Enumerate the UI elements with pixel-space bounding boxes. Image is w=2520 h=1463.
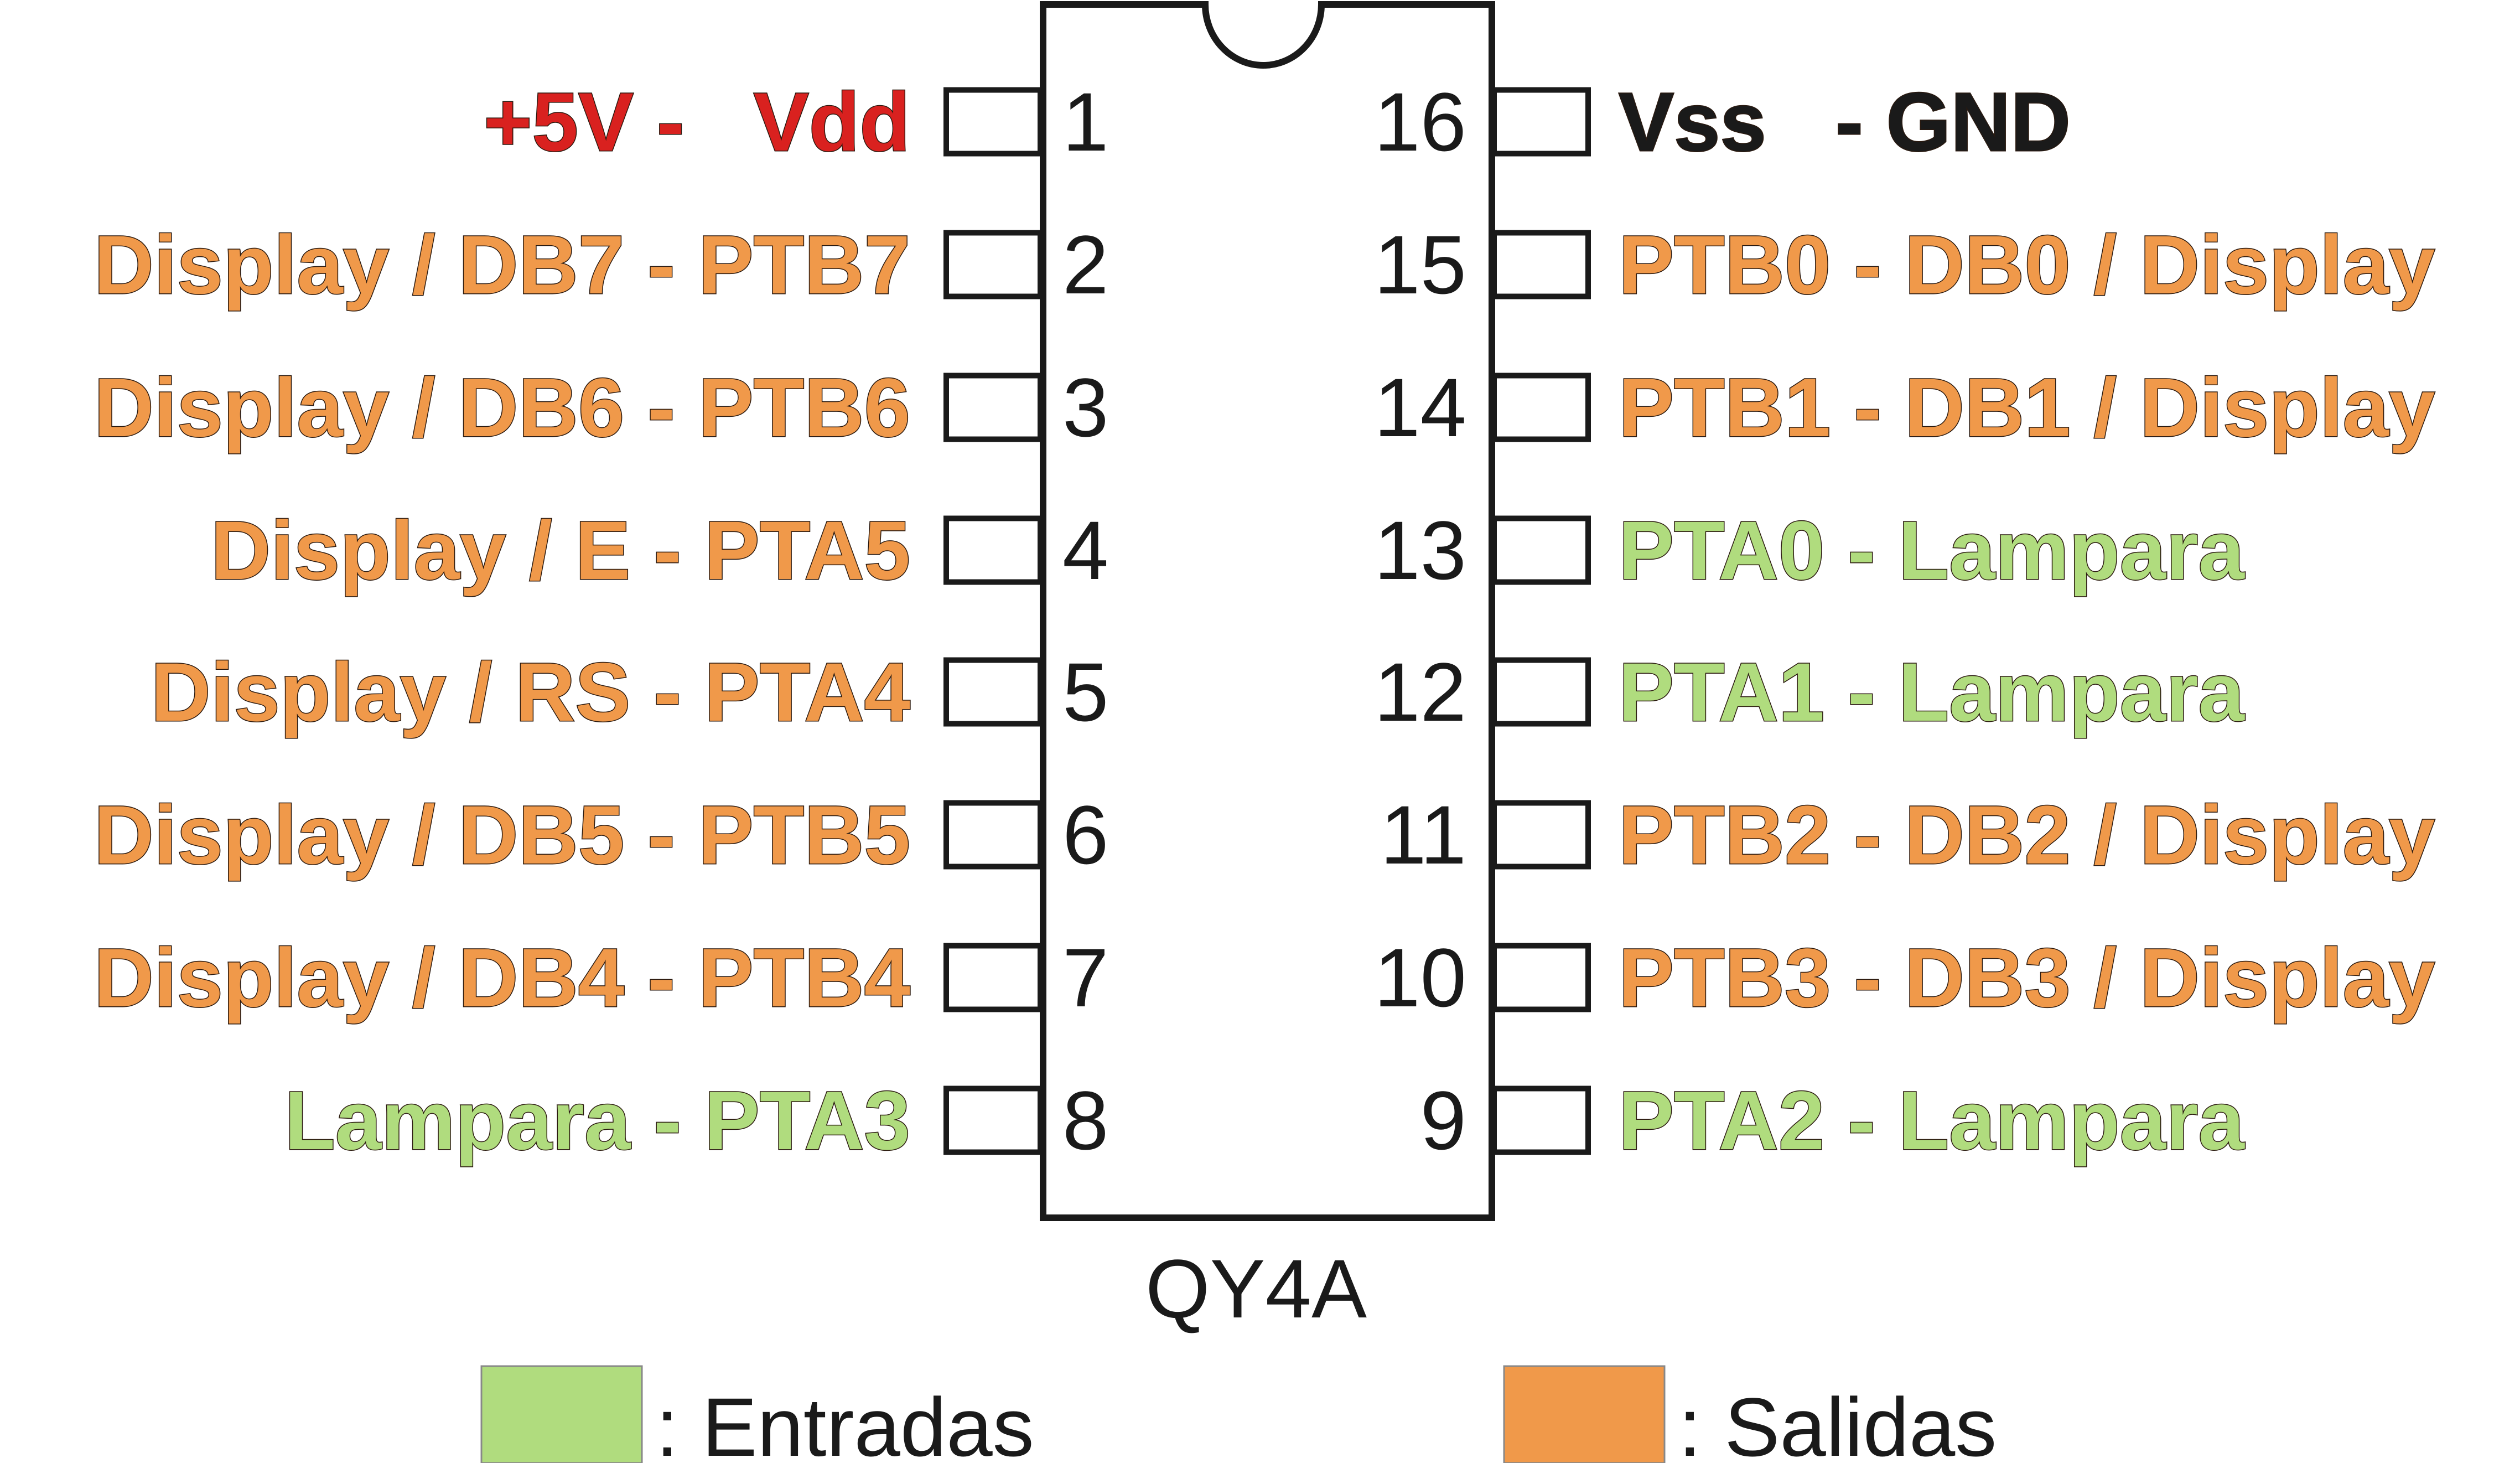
pin-12-label: PTA1 - Lampara <box>1619 645 2245 738</box>
pin-9-label: PTA2 - Lampara <box>1619 1074 2245 1167</box>
pin-16-number: 16 <box>1374 75 1466 168</box>
pin-1-label: +5V - Vdd <box>484 75 910 168</box>
pin-6-number: 6 <box>1062 788 1108 881</box>
pin-10-label: PTB3 - DB3 / Display <box>1619 931 2435 1024</box>
pin-3-label: Display / DB6 - PTB6 <box>94 361 910 454</box>
pin-9-box <box>1491 1085 1591 1155</box>
pin-15-box <box>1491 230 1591 299</box>
pin-14-label: PTB1 - DB1 / Display <box>1619 361 2435 454</box>
legend-input-swatch <box>480 1365 643 1463</box>
pin-16-label: Vss - GND <box>1619 75 2071 168</box>
pin-1-box <box>943 87 1043 157</box>
pin-13-box <box>1491 515 1591 585</box>
pin-8-box <box>943 1085 1043 1155</box>
pin-11-label: PTB2 - DB2 / Display <box>1619 788 2435 881</box>
pin-10-box <box>1491 943 1591 1012</box>
pin-7-number: 7 <box>1062 931 1108 1024</box>
pin-1-number: 1 <box>1062 75 1108 168</box>
pin-12-number: 12 <box>1374 645 1466 738</box>
pin-6-label: Display / DB5 - PTB5 <box>94 788 910 881</box>
pin-8-number: 8 <box>1062 1074 1108 1167</box>
pin-3-number: 3 <box>1062 361 1108 454</box>
legend-output-label: : Salidas <box>1678 1381 1997 1463</box>
pin-11-box <box>1491 800 1591 870</box>
right-pin-column: 16 Vss - GND 15 PTB0 - DB0 / Display 14 PTB1 … <box>1374 75 2436 1168</box>
pin-5-box <box>943 657 1043 727</box>
pin-2-label: Display / DB7 - PTB7 <box>94 218 910 311</box>
pin-7-label: Display / DB4 - PTB4 <box>94 931 910 1024</box>
pin-8-label: Lampara - PTA3 <box>284 1074 910 1167</box>
pin-14-box <box>1491 373 1591 442</box>
legend-input-label: : Entradas <box>656 1381 1034 1463</box>
pin-2-number: 2 <box>1062 218 1108 311</box>
pin-13-label: PTA0 - Lampara <box>1619 504 2245 597</box>
pin-13-number: 13 <box>1374 504 1466 597</box>
pin-5-label: Display / RS - PTA4 <box>151 645 910 738</box>
pin-11-number: 11 <box>1380 788 1466 881</box>
pin-4-number: 4 <box>1062 504 1108 597</box>
pin-10-number: 10 <box>1374 931 1466 1024</box>
pin-15-label: PTB0 - DB0 / Display <box>1619 218 2435 311</box>
pin-4-box <box>943 515 1043 585</box>
legend-output-swatch <box>1503 1365 1666 1463</box>
left-pin-column: 1 +5V - Vdd 2 Display / DB7 - PTB7 3 Display … <box>93 75 1108 1168</box>
pin-7-box <box>943 943 1043 1012</box>
pin-14-number: 14 <box>1374 361 1466 454</box>
pin-5-number: 5 <box>1062 645 1108 738</box>
chip-name: QY4A <box>1145 1242 1367 1335</box>
pin-9-number: 9 <box>1420 1074 1466 1167</box>
pin-4-label: Display / E - PTA5 <box>211 504 910 597</box>
pin-15-number: 15 <box>1374 218 1466 311</box>
pin-16-box <box>1491 87 1591 157</box>
pin-12-box <box>1491 657 1591 727</box>
pin-3-box <box>943 373 1043 442</box>
pin-6-box <box>943 800 1043 870</box>
pin-2-box <box>943 230 1043 299</box>
chip-body <box>1040 1 1495 1221</box>
